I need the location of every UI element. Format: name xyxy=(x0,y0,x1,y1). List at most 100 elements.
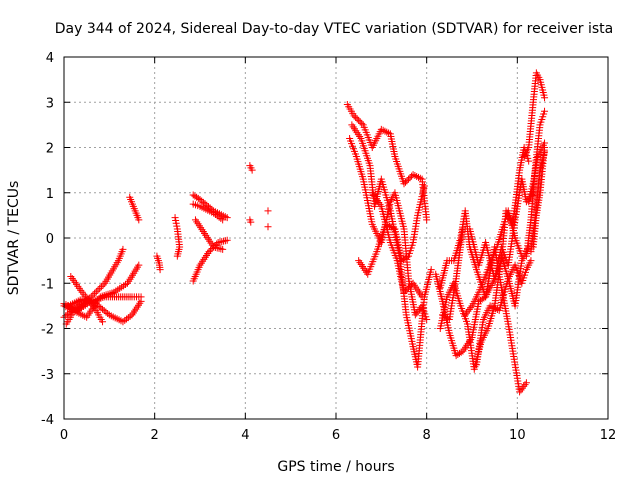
x-axis-label: GPS time / hours xyxy=(277,459,394,475)
data-point xyxy=(156,266,164,274)
data-point xyxy=(423,315,431,323)
data-point xyxy=(420,182,428,190)
x-tick-label: 10 xyxy=(509,428,526,443)
x-tick-label: 6 xyxy=(332,428,340,443)
data-point xyxy=(516,388,524,396)
data-point xyxy=(465,305,473,313)
data-point xyxy=(173,252,181,260)
data-point xyxy=(223,214,231,222)
x-tick-label: 0 xyxy=(60,428,68,443)
y-tick-label: 0 xyxy=(46,232,54,247)
data-point xyxy=(123,315,131,323)
data-point xyxy=(415,173,423,181)
data-point xyxy=(92,288,100,296)
data-point xyxy=(518,384,526,392)
data-point xyxy=(210,243,218,251)
data-point xyxy=(389,224,397,232)
data-point xyxy=(213,212,221,220)
data-point xyxy=(76,303,84,311)
data-point xyxy=(135,261,143,269)
data-point xyxy=(457,348,465,356)
data-point xyxy=(488,303,496,311)
data-point xyxy=(99,281,107,289)
data-point xyxy=(522,379,530,387)
data-point xyxy=(379,126,387,134)
data-point xyxy=(413,309,421,317)
data-point xyxy=(215,213,223,221)
y-tick-label: -4 xyxy=(41,413,54,428)
data-point xyxy=(521,381,529,389)
data-point xyxy=(414,307,422,315)
data-point xyxy=(94,286,102,294)
data-point xyxy=(402,178,410,186)
data-point xyxy=(467,304,475,312)
data-point xyxy=(358,119,366,127)
data-point xyxy=(520,382,528,390)
data-point xyxy=(541,94,549,102)
data-point xyxy=(461,311,469,319)
data-point xyxy=(135,216,143,224)
data-point xyxy=(80,290,88,298)
y-tick-label: -2 xyxy=(41,323,54,338)
data-point xyxy=(418,293,426,301)
data-point xyxy=(403,253,411,261)
data-point xyxy=(137,297,145,305)
data-point xyxy=(415,305,423,313)
data-point xyxy=(353,115,361,123)
data-point xyxy=(223,236,231,244)
data-point xyxy=(490,304,498,312)
data-point xyxy=(350,112,358,120)
data-point xyxy=(413,172,421,180)
data-point xyxy=(126,312,134,320)
data-point xyxy=(405,175,413,183)
data-point xyxy=(211,210,219,218)
y-tick-label: -1 xyxy=(41,277,54,292)
data-point xyxy=(119,318,127,326)
data-point xyxy=(409,171,417,179)
plot-frame xyxy=(63,56,609,420)
data-point xyxy=(525,157,533,165)
data-point xyxy=(210,209,218,217)
data-point xyxy=(217,215,225,223)
y-tick-label: 4 xyxy=(46,51,54,66)
data-point xyxy=(104,310,112,318)
chart-title: Day 344 of 2024, Sidereal Day-to-day VTE… xyxy=(55,21,613,37)
data-point xyxy=(517,386,525,394)
data-point xyxy=(96,284,104,292)
data-point xyxy=(121,316,129,324)
data-point xyxy=(71,307,79,315)
data-point xyxy=(406,174,414,182)
data-point xyxy=(403,177,411,185)
data-point xyxy=(69,309,77,317)
data-point xyxy=(91,289,99,297)
x-tick-label: 8 xyxy=(423,428,431,443)
data-point xyxy=(119,245,127,253)
data-point xyxy=(402,287,410,295)
data-point xyxy=(400,180,408,188)
data-point xyxy=(99,318,107,326)
data-point xyxy=(400,288,408,296)
data-point xyxy=(527,257,535,265)
data-point xyxy=(423,216,431,224)
data-point xyxy=(381,127,389,135)
data-point xyxy=(416,174,424,182)
data-point xyxy=(377,125,385,133)
data-point xyxy=(411,311,419,319)
data-point xyxy=(463,309,471,317)
data-point xyxy=(264,207,272,215)
data-point xyxy=(541,107,549,115)
data-point xyxy=(124,314,132,322)
y-tick-label: 1 xyxy=(46,187,54,202)
data-point xyxy=(85,297,93,305)
data-point xyxy=(541,144,549,151)
y-axis-label: SDTVAR / TECUs xyxy=(6,181,22,296)
data-point xyxy=(355,116,363,124)
y-tick-label: 2 xyxy=(46,142,54,157)
x-tick-label: 4 xyxy=(241,428,249,443)
data-point xyxy=(464,307,472,315)
data-point xyxy=(73,306,81,314)
data-point xyxy=(248,166,256,174)
data-point xyxy=(264,223,272,231)
y-tick-label: -3 xyxy=(41,368,54,383)
